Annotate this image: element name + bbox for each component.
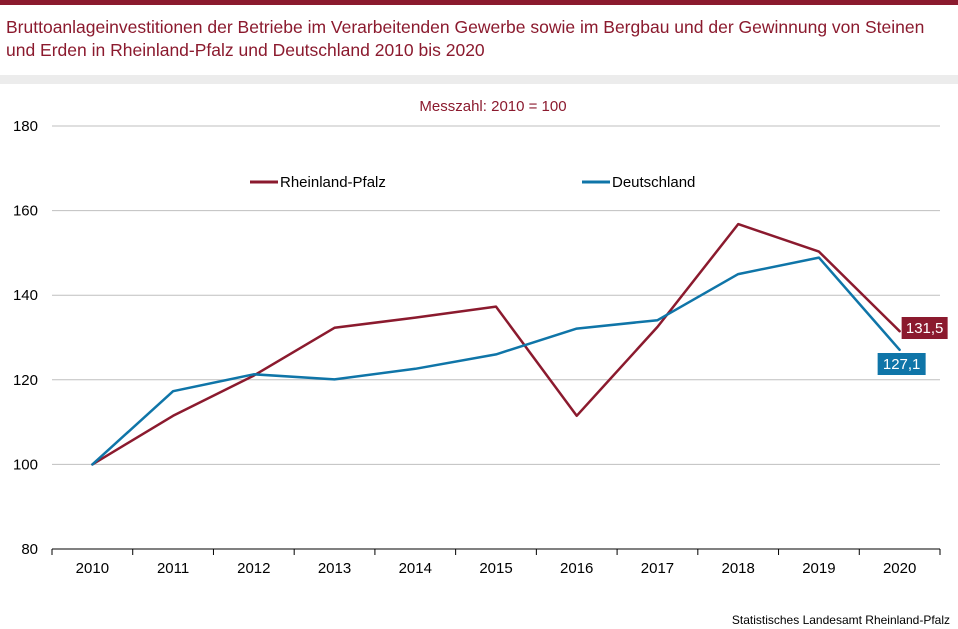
title-separator (0, 75, 958, 84)
top-accent-bar (0, 0, 958, 5)
x-tick-label: 2013 (318, 560, 351, 577)
x-axis (51, 548, 941, 555)
x-tick-label: 2011 (157, 560, 189, 577)
x-tick-label: 2014 (399, 560, 432, 577)
x-tick-label: 2010 (76, 560, 109, 577)
end-label-value: 131,5 (906, 320, 944, 337)
source-note: Statistisches Landesamt Rheinland-Pfalz (732, 613, 950, 627)
x-tick-label: 2019 (802, 560, 835, 577)
x-tick-label: 2018 (721, 560, 754, 577)
x-tick-label: 2020 (883, 560, 916, 577)
y-axis-ticks: 80 100 120 140 160 180 (13, 118, 38, 558)
x-axis-tick-labels: 2010 2011 2012 2013 2014 2015 2016 2017 2018 2019… (76, 560, 917, 577)
x-tick-label: 2017 (641, 560, 674, 577)
chart-title: Bruttoanlageinvestitionen der Betriebe i… (6, 17, 925, 60)
x-tick-label: 2012 (237, 560, 270, 577)
y-tick-label: 120 (13, 372, 38, 389)
legend-label-deutschland: Deutschland (612, 174, 695, 191)
end-label-value: 127,1 (883, 356, 921, 373)
x-tick-label: 2015 (479, 560, 512, 577)
y-tick-label: 80 (21, 541, 38, 558)
series-lines (91, 222, 901, 466)
y-tick-label: 140 (13, 287, 38, 304)
series-line-rheinland-pfalz (91, 222, 901, 466)
y-tick-label: 100 (13, 456, 38, 473)
chart-area: 80 100 120 140 160 180 2010 2011 2012 2013 2014 20… (0, 84, 958, 629)
end-labels: 131,5 127,1 (877, 317, 948, 375)
end-label-box (877, 353, 926, 375)
y-tick-label: 160 (13, 203, 38, 220)
gridlines (52, 125, 940, 465)
x-tick-label: 2016 (560, 560, 593, 577)
y-tick-label: 180 (13, 118, 38, 135)
legend: Rheinland-Pfalz Deutschland (250, 174, 695, 191)
legend-label-rheinland-pfalz: Rheinland-Pfalz (280, 174, 386, 191)
series-line-deutschland (91, 256, 901, 466)
chart-subtitle: Messzahl: 2010 = 100 (419, 98, 566, 115)
end-label-box (901, 317, 948, 339)
